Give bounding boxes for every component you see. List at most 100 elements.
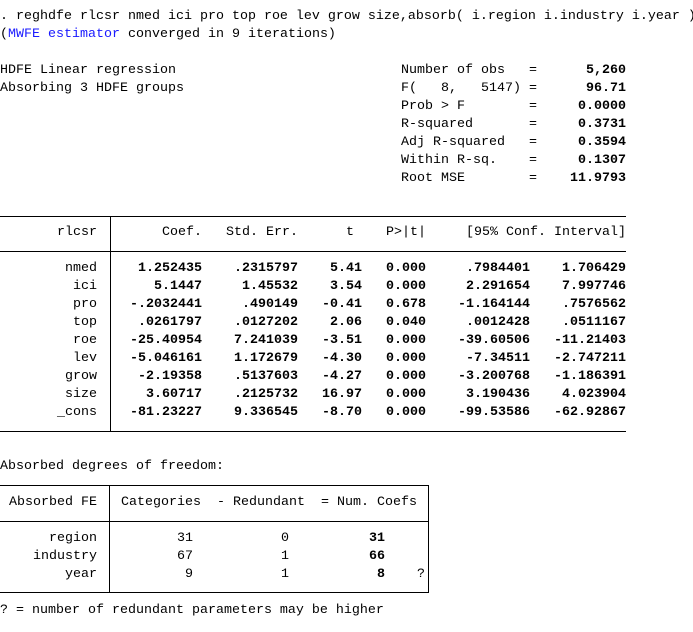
absorbed-header-separator [0,521,429,522]
variable-name: grow [65,369,97,384]
table-vertical-divider [110,216,111,432]
coef-cell: -0.41 [322,297,362,312]
coef-cell: 0.678 [386,297,426,312]
coef-cell: 7.241039 [234,333,298,348]
fe-flag: ? [417,567,425,582]
stat-value: 5,260 [586,63,626,78]
coef-cell: .0012428 [466,315,530,330]
coef-cell: 3.54 [330,279,362,294]
coef-cell: 4.023904 [562,387,626,402]
coef-cell: .7576562 [562,297,626,312]
coef-cell: 9.336545 [234,405,298,420]
convergence-message: (MWFE estimator converged in 9 iteration… [0,26,336,44]
coef-cell: 16.97 [322,387,362,402]
coef-cell: -62.92867 [554,405,626,420]
stat-value: 11.9793 [570,171,626,186]
coef-cell: -3.51 [322,333,362,348]
variable-name: ici [73,279,97,294]
stat-equals: = [529,99,537,114]
stat-value: 96.71 [586,81,626,96]
coef-cell: -81.23227 [130,405,202,420]
fe-categories: 31 [177,531,193,546]
command-line: . reghdfe rlcsr nmed ici pro top roe lev… [0,9,693,24]
coef-cell: 0.000 [386,369,426,384]
fe-num-coefs: 31 [369,531,385,546]
coef-cell: 0.000 [386,405,426,420]
fe-redundant: 0 [281,531,289,546]
stat-label: Adj R-squared [401,135,505,150]
stat-value: 0.1307 [578,153,626,168]
stat-label: R-squared [401,117,473,132]
fe-redundant: 1 [281,549,289,564]
variable-name: pro [73,297,97,312]
coef-cell: .2125732 [234,387,298,402]
coef-cell: 0.000 [386,351,426,366]
coef-cell: 3.190436 [466,387,530,402]
stat-label: Prob > F [401,99,465,114]
fe-name: year [65,567,97,582]
coef-cell: -2.747211 [554,351,626,366]
fe-num-coefs: 66 [369,549,385,564]
stat-label: Root MSE [401,171,465,186]
coef-cell: 2.291654 [466,279,530,294]
depvar-header: rlcsr [57,225,97,240]
coef-cell: -11.21403 [554,333,626,348]
fe-categories: 67 [177,549,193,564]
variable-name: nmed [65,261,97,276]
fe-name: region [49,531,97,546]
stat-label: Number of obs [401,63,505,78]
fe-name: industry [33,549,97,564]
fe-redundant: 1 [281,567,289,582]
absorbed-header: Categories [121,495,201,510]
variable-name: _cons [57,405,97,420]
coef-cell: 5.41 [330,261,362,276]
coef-cell: 5.1447 [154,279,202,294]
column-header: P>|t| [386,225,426,240]
stat-value: 0.3731 [578,117,626,132]
stat-label: Within R-sq. [401,153,497,168]
absorbed-header: Absorbed FE [9,495,97,510]
coef-cell: .0511167 [562,315,626,330]
coef-cell: .0127202 [234,315,298,330]
coef-cell: -4.30 [322,351,362,366]
variable-name: top [73,315,97,330]
column-header: Std. Err. [226,225,298,240]
column-header: t [346,225,354,240]
paren-open: ( [0,27,8,42]
coef-cell: 7.997746 [562,279,626,294]
coef-cell: 0.040 [386,315,426,330]
coef-cell: -8.70 [322,405,362,420]
stat-value: 0.3594 [578,135,626,150]
coef-cell: .7984401 [466,261,530,276]
coef-cell: 1.252435 [138,261,202,276]
stat-equals: = [529,81,537,96]
coef-cell: 2.06 [330,315,362,330]
coef-cell: -1.186391 [554,369,626,384]
stat-equals: = [529,135,537,150]
coef-cell: -7.34511 [466,351,530,366]
absorbed-footnote: ? = number of redundant parameters may b… [0,603,384,618]
model-subtitle: Absorbing 3 HDFE groups [0,81,184,96]
coef-cell: 1.45532 [242,279,298,294]
variable-name: lev [73,351,97,366]
coef-cell: 1.172679 [234,351,298,366]
absorbed-header: - Redundant [217,495,305,510]
coef-cell: 0.000 [386,333,426,348]
variable-name: size [65,387,97,402]
mwfe-estimator-link[interactable]: MWFE estimator [8,27,120,42]
coef-cell: -4.27 [322,369,362,384]
coef-cell: 0.000 [386,387,426,402]
coef-cell: -.2032441 [130,297,202,312]
convergence-text: converged in 9 iterations) [119,27,336,42]
stat-equals: = [529,63,537,78]
coef-cell: -1.164144 [458,297,530,312]
stat-equals: = [529,153,537,168]
stat-label: F( 8, 5147) [401,81,521,96]
stat-equals: = [529,117,537,132]
absorbed-header: = Num. Coefs [321,495,417,510]
absorbed-table-box [0,485,429,593]
model-title: HDFE Linear regression [0,63,176,78]
coef-cell: -3.200768 [458,369,530,384]
coef-cell: 0.000 [386,261,426,276]
fe-num-coefs: 8 [377,567,385,582]
